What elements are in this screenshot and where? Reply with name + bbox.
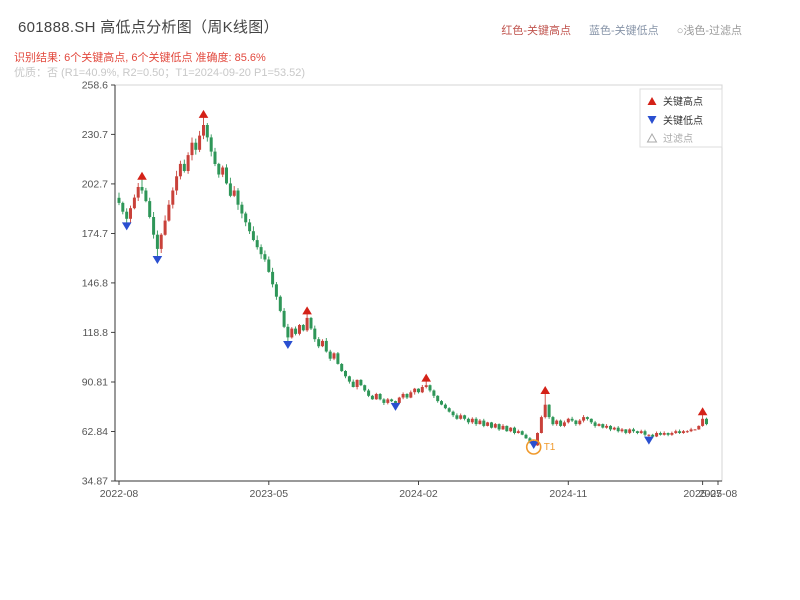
t1-label: T1 [544, 442, 556, 453]
legend-filtered-icon [646, 132, 658, 143]
legend-key-low-text: 蓝色-关键低点 [589, 25, 659, 37]
key-low-markers [121, 222, 654, 449]
svg-text:2024-02: 2024-02 [399, 488, 438, 500]
legend-filtered-text: ○浅色-过滤点 [676, 25, 742, 37]
t1-circle-icon [525, 439, 542, 455]
svg-text:118.8: 118.8 [83, 327, 109, 339]
svg-text:关键低点: 关键低点 [663, 114, 703, 127]
key-high-markers [137, 109, 708, 416]
quality-line: 优质：否 (R1=40.9%, R2=0.50；T1=2024-09-20 P1… [14, 67, 306, 79]
legend-key-low-icon [647, 116, 657, 124]
svg-text:202.7: 202.7 [82, 178, 108, 190]
svg-text:90.81: 90.81 [82, 377, 108, 389]
chart-color-legend: 红色-关键高点 蓝色-关键低点 ○浅色-过滤点 [501, 22, 742, 38]
svg-text:关键高点: 关键高点 [663, 95, 703, 108]
svg-text:过滤点: 过滤点 [663, 132, 693, 145]
svg-text:2025-07: 2025-07 [683, 488, 722, 500]
svg-text:258.6: 258.6 [82, 80, 108, 92]
svg-text:2024-11: 2024-11 [549, 488, 587, 500]
candles-layer [117, 117, 708, 448]
svg-text:2025-08: 2025-08 [699, 488, 738, 500]
svg-text:230.7: 230.7 [82, 129, 108, 141]
page-title: 601888.SH 高低点分析图（周K线图） [18, 19, 279, 36]
y-axis: 34.87 62.84 90.81 118.8 146.8 174.7 202.7 230.7… [82, 80, 115, 488]
t1-annotation: T1 [525, 439, 556, 455]
svg-text:34.87: 34.87 [82, 476, 108, 488]
svg-text:174.7: 174.7 [82, 228, 108, 240]
legend-key-high-icon [647, 97, 657, 105]
svg-text:146.8: 146.8 [82, 277, 108, 289]
x-axis: 2022-08 2023-05 2024-02 2024-11 2025-072025-… [100, 481, 738, 500]
plot-area [114, 84, 723, 482]
svg-text:62.84: 62.84 [82, 426, 108, 438]
recognition-result-line: 识别结果: 6个关键高点, 6个关键低点 准确度: 85.6% [14, 52, 266, 64]
legend-key-high-text: 红色-关键高点 [501, 25, 572, 37]
svg-text:2022-08: 2022-08 [100, 488, 139, 500]
svg-text:2023-05: 2023-05 [250, 488, 289, 500]
